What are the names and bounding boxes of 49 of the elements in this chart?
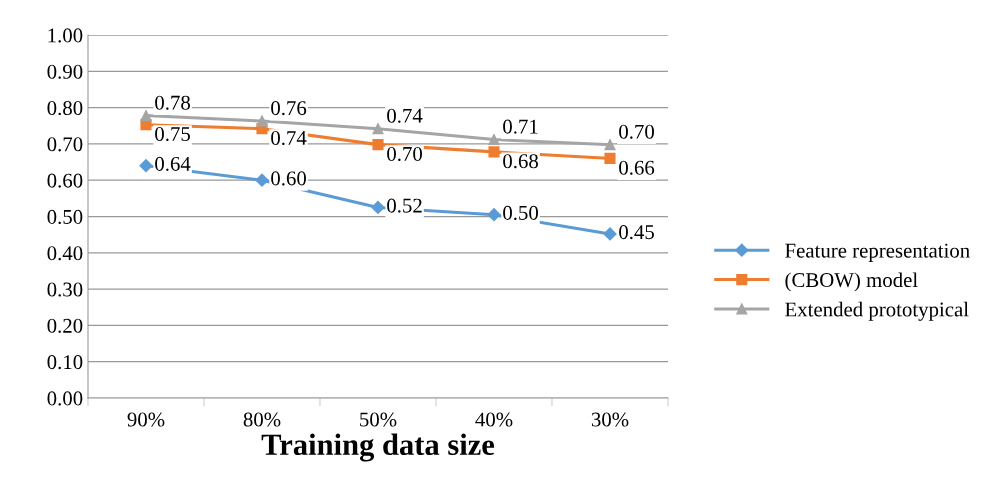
data-label: 0.74	[387, 108, 423, 123]
y-tick-label: 0.10	[47, 355, 83, 370]
y-tick-label: 0.60	[47, 173, 83, 188]
point	[487, 208, 501, 222]
point	[604, 152, 616, 164]
y-tick-label: 0.30	[47, 282, 83, 297]
legend-label: (CBOW) model	[785, 272, 918, 292]
data-label: 0.74	[271, 130, 307, 146]
point	[603, 227, 617, 241]
point	[140, 110, 152, 122]
y-tick-label: 0.00	[47, 391, 83, 406]
point	[372, 139, 384, 151]
data-label: 0.71	[503, 119, 538, 134]
y-tick-label: 0.90	[47, 64, 83, 79]
x-tick-label: 80%	[243, 412, 281, 427]
x-tick-label: 30%	[591, 412, 629, 427]
data-label: 0.60	[271, 171, 306, 186]
point	[371, 200, 385, 215]
y-tick-label: 0.50	[47, 209, 83, 225]
data-label: 0.45	[619, 225, 654, 240]
data-label: 0.68	[503, 154, 538, 169]
y-tick-label: 1.00	[48, 28, 83, 43]
point	[604, 139, 616, 151]
y-tick-label: 0.80	[47, 100, 83, 116]
point	[372, 123, 384, 135]
x-tick-label: 40%	[475, 412, 513, 427]
y-tick-label: 0.20	[47, 318, 83, 333]
x-axis-title: Training data size	[261, 433, 495, 462]
point	[488, 133, 500, 146]
data-label: 0.64	[155, 156, 191, 171]
point	[255, 173, 269, 187]
data-label: 0.76	[271, 101, 307, 116]
point	[256, 115, 268, 127]
point	[139, 159, 153, 173]
data-label: 0.75	[155, 126, 190, 142]
data-label: 0.66	[619, 160, 655, 175]
point	[140, 119, 152, 131]
data-label: 0.78	[155, 95, 190, 110]
data-label: 0.70	[387, 146, 422, 162]
data-label: 0.52	[387, 198, 422, 213]
legend-label: Feature representation	[785, 243, 970, 262]
legend-label: Extended prototypical	[785, 301, 969, 321]
x-tick-label: 50%	[360, 412, 397, 427]
data-label: 0.70	[619, 124, 654, 139]
x-tick-label: 90%	[127, 412, 165, 427]
y-tick-label: 0.70	[47, 137, 83, 152]
y-tick-label: 0.40	[47, 246, 83, 261]
point	[488, 146, 500, 158]
data-label: 0.50	[503, 205, 538, 220]
